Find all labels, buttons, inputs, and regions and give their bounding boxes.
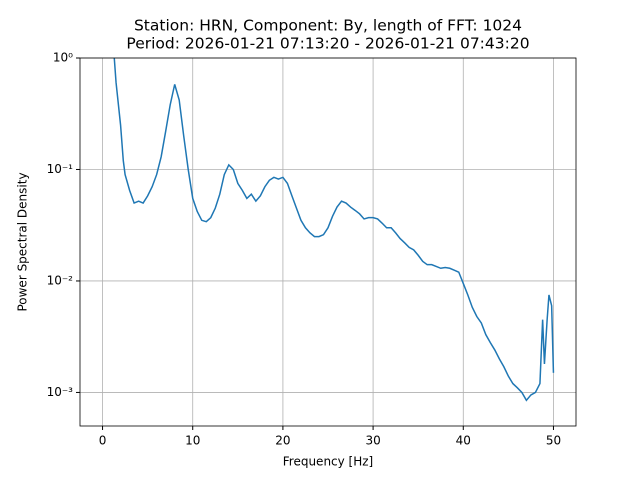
data-line <box>113 58 555 402</box>
x-tick-label: 10 <box>185 434 200 448</box>
y-axis-label: Power Spectral Density <box>16 172 30 311</box>
y-tick-label: 10⁰ <box>53 51 73 65</box>
x-axis-label: Frequency [Hz] <box>283 455 374 469</box>
x-tick-label: 0 <box>99 434 107 448</box>
x-tick-label: 50 <box>546 434 561 448</box>
x-tick-label: 40 <box>456 434 471 448</box>
x-tick-label: 30 <box>365 434 380 448</box>
y-tick-label: 10⁻³ <box>47 385 74 399</box>
y-tick-label: 10⁻² <box>47 273 74 287</box>
y-tick-label: 10⁻¹ <box>47 162 74 176</box>
chart-subtitle: Period: 2026-01-21 07:13:20 - 2026-01-21… <box>126 35 529 53</box>
chart-title: Station: HRN, Component: By, length of F… <box>134 17 522 35</box>
plot-frame <box>79 57 577 427</box>
x-tick-label: 20 <box>275 434 290 448</box>
